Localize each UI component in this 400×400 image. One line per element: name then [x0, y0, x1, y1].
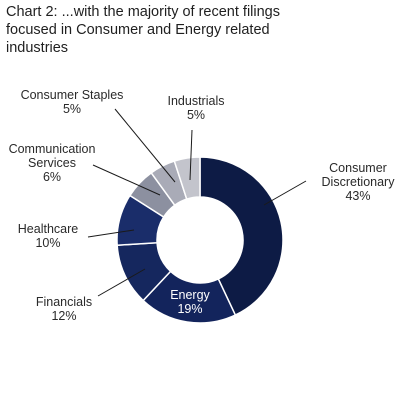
slice-consumer-discretionary	[199, 156, 284, 317]
category-label-consumer-discretionary-1: Discretionary	[322, 175, 396, 189]
leader-line-industrials	[189, 129, 193, 181]
chart-title-line-3: industries	[6, 40, 69, 56]
leader-line-consumer-discretionary	[263, 180, 307, 206]
data-label-consumer-staples: 5%	[63, 102, 81, 116]
data-label-financials: 12%	[51, 309, 76, 323]
category-label-financials-0: Financials	[36, 295, 92, 309]
leader-line-financials	[97, 268, 146, 297]
data-label-energy: 19%	[177, 302, 202, 316]
chart-title: Chart 2: ...with the majority of recent …	[6, 3, 396, 57]
category-label-communication-services-0: Communication	[9, 142, 96, 156]
category-label-healthcare-0: Healthcare	[18, 222, 78, 236]
slice-industrials	[173, 156, 201, 201]
data-label-industrials: 5%	[187, 108, 205, 122]
leader-line-communication-services	[92, 164, 161, 196]
data-label-communication-services: 6%	[43, 170, 61, 184]
category-label-consumer-discretionary-0: Consumer	[329, 161, 387, 175]
category-label-energy-0: Energy	[170, 288, 210, 302]
chart-title-line-1: Chart 2: ...with the majority of recent …	[6, 4, 280, 20]
leader-line-healthcare	[87, 229, 135, 238]
data-label-consumer-discretionary: 43%	[345, 189, 370, 203]
category-label-industrials-0: Industrials	[168, 94, 225, 108]
data-label-healthcare: 10%	[35, 236, 60, 250]
leader-line-consumer-staples	[114, 108, 176, 183]
chart-title-line-2: focused in Consumer and Energy related	[6, 22, 270, 38]
category-label-communication-services-1: Services	[28, 156, 76, 170]
category-label-consumer-staples-0: Consumer Staples	[21, 88, 124, 102]
